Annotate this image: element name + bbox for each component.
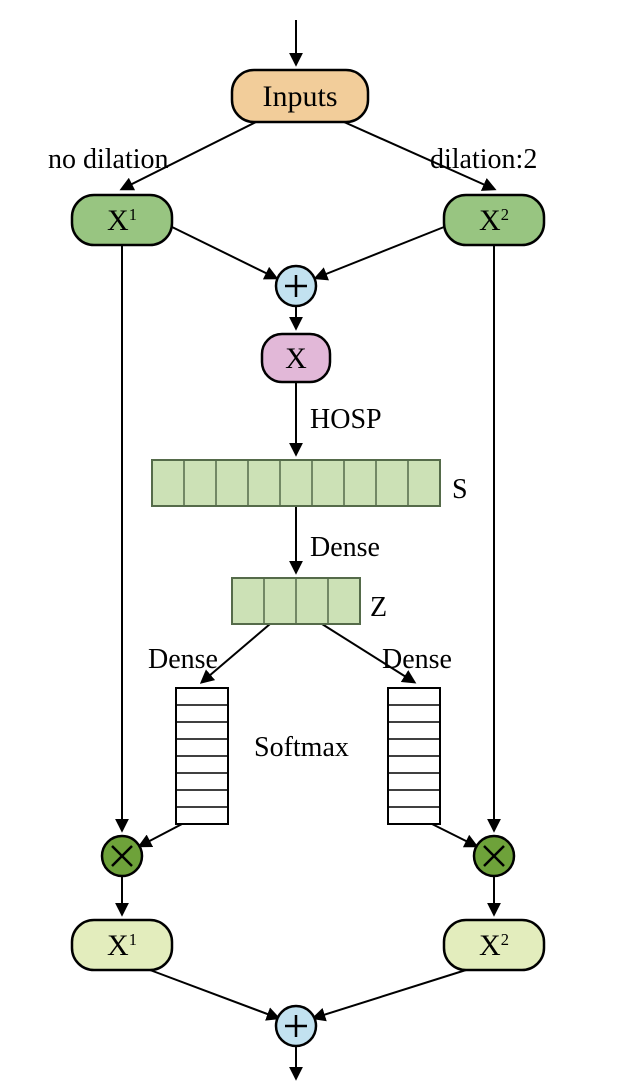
- node-mult2: [474, 836, 514, 876]
- label-HOSP: HOSP: [310, 404, 382, 435]
- svg-text:Inputs: Inputs: [263, 80, 338, 113]
- label-S: S: [452, 474, 468, 505]
- node-plus1: [276, 266, 316, 306]
- node-Z: [232, 578, 360, 624]
- node-V2: [388, 688, 440, 824]
- node-plus2: [276, 1006, 316, 1046]
- label-dilation2: dilation:2: [430, 144, 537, 175]
- node-x1top: X1: [72, 195, 172, 245]
- node-inputs: Inputs: [232, 70, 368, 122]
- svg-text:X: X: [285, 342, 307, 375]
- label-Softmax: Softmax: [254, 732, 349, 763]
- node-x2top: X2: [444, 195, 544, 245]
- node-V1: [176, 688, 228, 824]
- node-x1bot: X1: [72, 920, 172, 970]
- architecture-diagram: Inputs X1 X2 X X1 X2 no dilation dilation:2 HOS…: [0, 0, 640, 1092]
- node-X: X: [262, 334, 330, 382]
- label-Z: Z: [370, 592, 387, 623]
- node-mult1: [102, 836, 142, 876]
- label-Dense_mid: Dense: [310, 532, 380, 563]
- label-Dense_L: Dense: [148, 644, 218, 675]
- label-Dense_R: Dense: [382, 644, 452, 675]
- node-S: [152, 460, 440, 506]
- label-no_dilation: no dilation: [48, 144, 169, 175]
- node-x2bot: X2: [444, 920, 544, 970]
